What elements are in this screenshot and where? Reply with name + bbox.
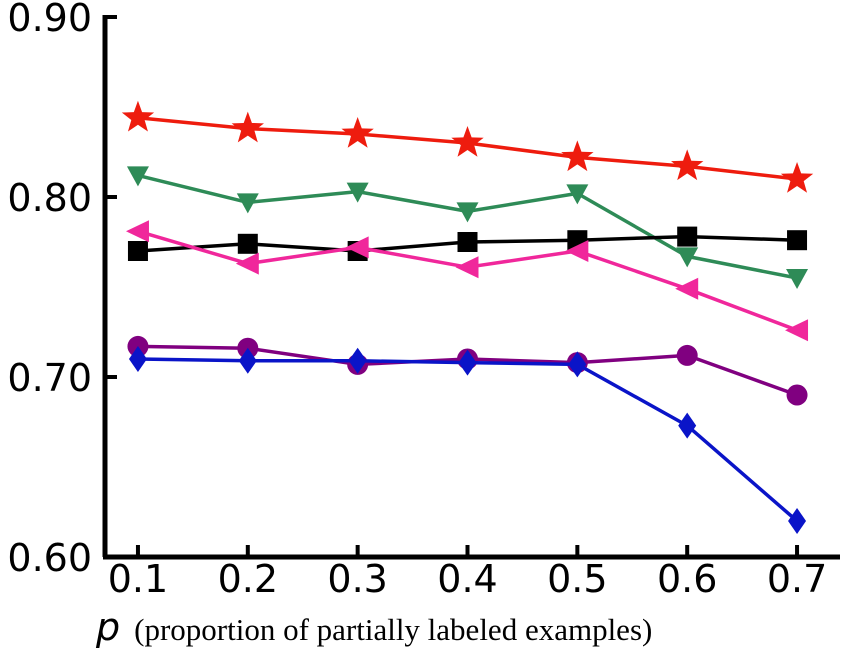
data-point-triangle-down — [566, 184, 589, 205]
data-point-triangle-down — [346, 182, 369, 203]
data-point-triangle-left — [565, 240, 589, 262]
x-tick-label: 0.5 — [547, 557, 607, 601]
data-point-triangle-down — [456, 202, 479, 223]
series-layer — [121, 100, 814, 534]
data-point-diamond — [458, 349, 477, 376]
data-point-star — [561, 140, 594, 172]
series-star — [121, 100, 814, 193]
data-point-star — [121, 100, 155, 132]
x-tick-label: 0.6 — [657, 557, 717, 601]
x-axis-label-text: (proportion of partially labeled example… — [134, 612, 652, 647]
y-ticks: 0.60 0.70 0.80 0.90 — [7, 0, 117, 580]
data-point-diamond — [678, 412, 697, 439]
x-ticks: 0.1 0.2 0.3 0.4 0.5 0.6 0.7 — [108, 545, 827, 601]
x-tick-label: 0.7 — [767, 557, 827, 601]
data-point-triangle-down — [676, 247, 699, 268]
data-point-star — [451, 126, 484, 157]
data-point-triangle-left — [125, 220, 149, 243]
data-point-triangle-left — [235, 252, 259, 275]
series-triangle-down — [126, 166, 809, 289]
data-point-diamond — [568, 351, 587, 378]
x-axis-label-variable: p — [95, 605, 120, 649]
data-point-circle — [786, 384, 808, 406]
data-point-triangle-down — [126, 166, 149, 187]
data-point-diamond — [238, 347, 257, 374]
axes — [102, 15, 840, 560]
y-tick-label: 0.90 — [7, 0, 92, 40]
data-point-square — [677, 226, 698, 247]
data-point-triangle-down — [786, 269, 809, 289]
x-tick-label: 0.2 — [218, 557, 278, 601]
x-tick-label: 0.4 — [437, 557, 497, 601]
x-tick-label: 0.1 — [108, 557, 168, 601]
data-point-star — [780, 162, 814, 193]
data-point-square — [787, 230, 808, 251]
data-point-square — [457, 232, 478, 252]
y-tick-label: 0.60 — [7, 536, 92, 580]
data-point-star — [671, 149, 704, 181]
data-point-diamond — [348, 347, 367, 374]
data-point-square — [237, 233, 258, 254]
data-point-diamond — [128, 346, 147, 372]
y-tick-label: 0.70 — [7, 356, 92, 400]
y-tick-label: 0.80 — [7, 176, 92, 220]
data-point-triangle-left — [785, 319, 809, 342]
data-point-square — [127, 241, 148, 261]
series-diamond — [128, 346, 807, 534]
data-point-star — [341, 117, 374, 148]
series-line — [137, 357, 799, 523]
data-point-triangle-left — [345, 236, 369, 259]
x-tick-label: 0.3 — [327, 557, 387, 601]
data-point-triangle-left — [675, 277, 699, 300]
data-point-star — [231, 111, 264, 143]
data-point-diamond — [788, 508, 807, 534]
series-triangle-left — [125, 220, 809, 342]
data-point-circle — [676, 344, 698, 366]
series-square — [127, 226, 808, 261]
data-point-triangle-down — [236, 193, 259, 214]
x-axis-label: p (proportion of partially labeled examp… — [95, 605, 652, 649]
data-point-triangle-left — [455, 256, 479, 279]
